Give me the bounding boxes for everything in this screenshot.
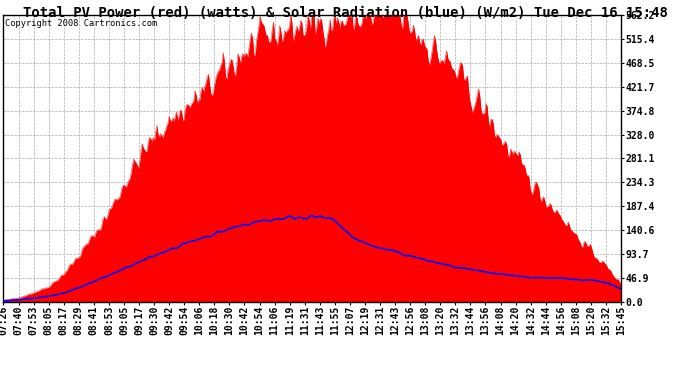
Text: Copyright 2008 Cartronics.com: Copyright 2008 Cartronics.com — [5, 19, 157, 28]
Text: Total PV Power (red) (watts) & Solar Radiation (blue) (W/m2) Tue Dec 16 15:48: Total PV Power (red) (watts) & Solar Rad… — [23, 6, 667, 20]
